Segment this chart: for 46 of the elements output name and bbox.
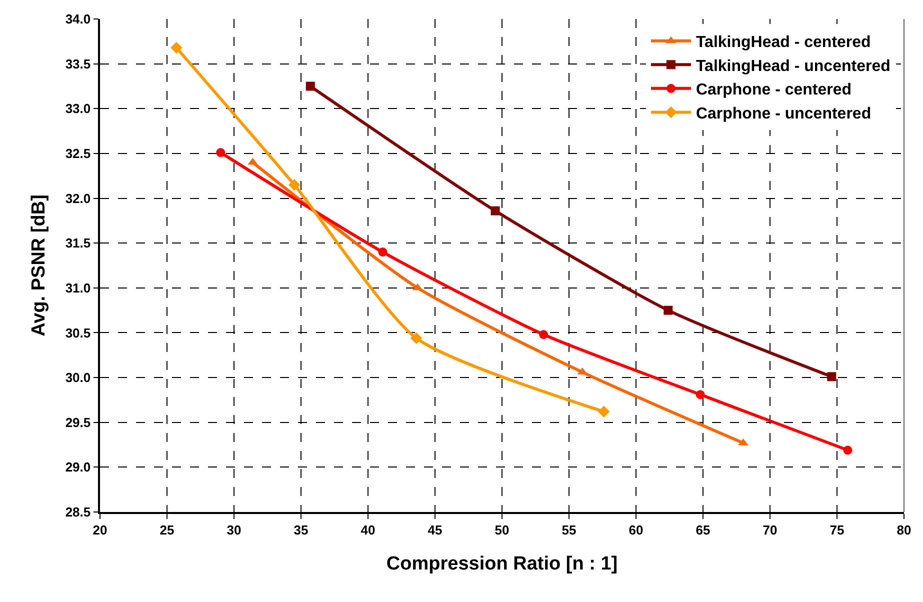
legend-label: TalkingHead - uncentered [696,58,890,75]
y-tick-label: 31.5 [65,236,91,251]
point [490,206,500,216]
y-tick-label: 28.5 [65,504,91,520]
legend-label: TalkingHead - centered [696,34,871,52]
x-tick-label: 75 [830,522,844,538]
point [598,406,610,418]
x-tick-label: 40 [360,522,376,538]
x-tick-label: 50 [494,522,510,538]
y-tick-label: 34.0 [65,12,91,27]
point [288,178,300,191]
point [378,248,388,257]
x-tick-label: 80 [896,522,912,538]
y-tick-label: 29.0 [65,460,91,475]
x-tick-label: 55 [562,522,576,538]
point [306,82,315,91]
x-tick-label: 70 [762,522,778,538]
x-tick-label: 65 [696,522,710,538]
point [216,148,226,158]
y-tick-label: 33.5 [65,56,91,72]
x-axis-title: Compression Ratio [n : 1] [386,554,618,575]
x-tick-label: 25 [160,522,174,538]
y-tick-label: 30.5 [65,325,91,340]
point [410,332,422,344]
y-tick-label: 29.5 [65,414,91,430]
point [738,438,748,446]
x-tick-label: 30 [226,522,242,538]
legend-label: Carphone - centered [696,82,852,99]
y-tick-label: 32.5 [65,146,91,161]
point [539,330,548,340]
x-tick-label: 60 [628,522,644,538]
point [696,390,705,400]
point [170,42,182,54]
y-tick-label: 33.0 [65,101,91,116]
point [664,306,673,315]
y-tick-label: 30.0 [65,370,91,386]
point [827,372,836,382]
legend-label: Carphone - uncentered [696,105,872,122]
y-tick-label: 31.0 [65,280,91,296]
y-axis-title: Avg. PSNR [dB] [28,194,50,336]
point [843,446,852,455]
x-tick-label: 35 [294,522,308,538]
point [248,158,258,165]
y-tick-label: 32.0 [65,190,91,206]
x-tick-label: 20 [92,522,108,538]
x-tick-label: 45 [428,522,442,538]
